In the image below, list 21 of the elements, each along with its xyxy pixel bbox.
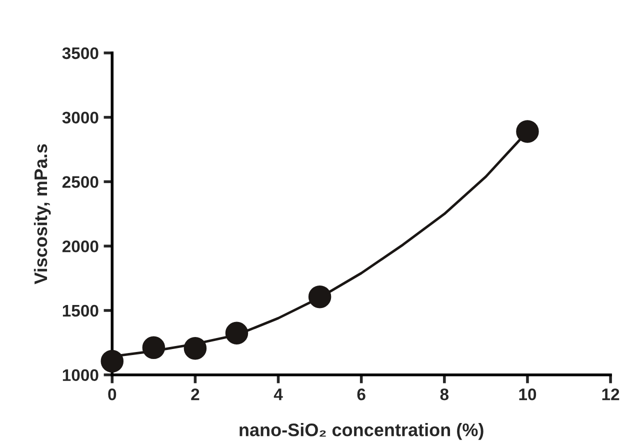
- y-tick-label: 2500: [62, 176, 98, 188]
- x-axis-title: nano-SiO₂ concentration (%): [240, 423, 484, 440]
- y-tick-label: 2000: [62, 240, 98, 252]
- x-tick-label: 2: [191, 388, 200, 400]
- x-tick-label: 4: [274, 388, 283, 400]
- y-tick-label: 1000: [62, 369, 98, 382]
- point: [516, 120, 539, 143]
- y-tick-label: 3000: [62, 112, 98, 124]
- point: [225, 322, 248, 345]
- x-tick-label: 0: [108, 388, 116, 400]
- point: [142, 336, 166, 360]
- x-tick-label: 12: [602, 388, 620, 400]
- y-tick-label: 1500: [62, 304, 98, 317]
- point: [184, 336, 207, 360]
- y-tick-label: 3500: [62, 47, 98, 60]
- point: [100, 350, 124, 373]
- x-tick-label: 6: [357, 388, 366, 400]
- point: [308, 285, 332, 308]
- x-tick-label: 10: [519, 388, 536, 400]
- y-axis-title: Viscosity, mPa.s: [34, 144, 51, 284]
- x-tick-label: 8: [440, 388, 449, 400]
